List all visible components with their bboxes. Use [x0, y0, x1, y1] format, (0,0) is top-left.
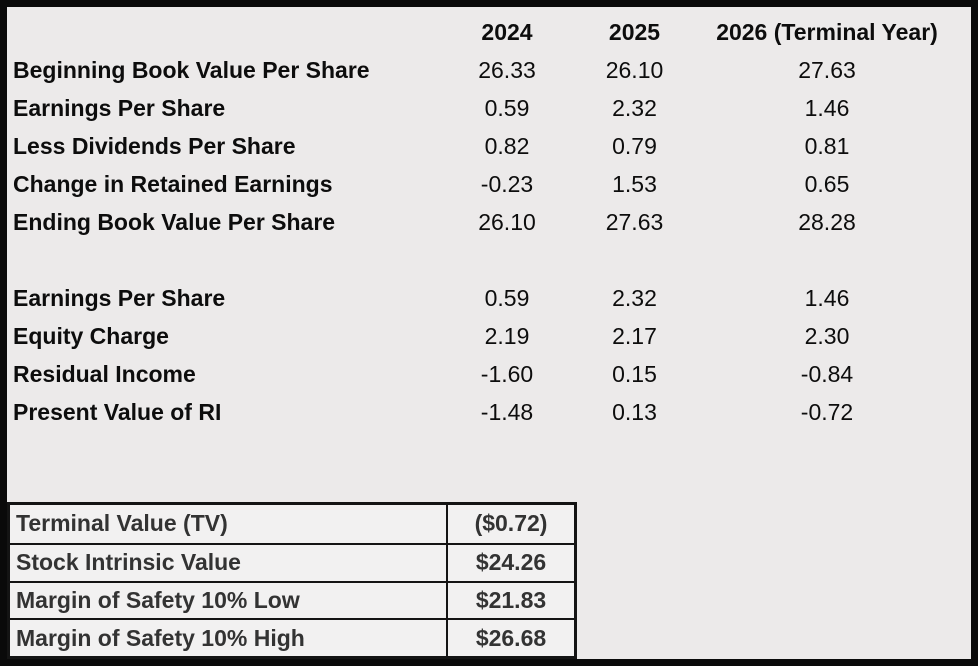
value-cell: 1.46 [804, 95, 850, 121]
value-cell: 0.59 [484, 95, 530, 121]
value-cell: 2.32 [612, 285, 657, 311]
value-cell: 26.10 [478, 209, 536, 235]
row-label-beginning-book-value: Beginning Book Value Per Share [13, 57, 370, 83]
value-cell: 0.82 [484, 133, 530, 159]
value-cell: -0.84 [800, 361, 854, 387]
value-cell: 27.63 [798, 57, 856, 83]
value-cell: 28.28 [798, 209, 856, 235]
value-cell: 2.19 [484, 323, 530, 349]
summary-label-margin-of-safety-low: Margin of Safety 10% Low [10, 580, 446, 619]
value-cell: 0.81 [804, 133, 850, 159]
row-label-residual-income: Residual Income [13, 361, 196, 387]
row-label-earnings-per-share: Earnings Per Share [13, 95, 226, 121]
row-label-ending-book-value: Ending Book Value Per Share [13, 209, 336, 235]
book-value-table: 2024 2025 2026 (Terminal Year) Beginning… [7, 13, 971, 241]
value-cell: 0.15 [612, 361, 657, 387]
row-label-present-value-of-ri: Present Value of RI [13, 399, 222, 425]
value-cell: 27.63 [605, 209, 664, 235]
summary-value-margin-of-safety-high: $26.68 [446, 618, 574, 656]
value-cell: -0.23 [480, 171, 534, 197]
value-cell: 0.13 [612, 399, 657, 425]
summary-label-terminal-value: Terminal Value (TV) [16, 510, 228, 537]
residual-income-table: Earnings Per Share 0.59 2.32 1.46 Equity… [7, 279, 971, 431]
value-cell: 0.79 [612, 133, 657, 159]
value-cell: 26.10 [605, 57, 664, 83]
year-header-2025: 2025 [608, 19, 661, 45]
value-cell: 1.46 [804, 285, 850, 311]
value-cell: 2.32 [612, 95, 657, 121]
value-cell: -1.60 [480, 361, 534, 387]
summary-value-stock-intrinsic-value: $24.26 [446, 542, 574, 581]
corner-cell [7, 13, 442, 51]
summary-label-margin-of-safety-high: Margin of Safety 10% High [10, 618, 446, 656]
value-cell: -0.72 [800, 399, 854, 425]
value-cell: 2.30 [804, 323, 850, 349]
value-cell: 26.33 [478, 57, 536, 83]
value-cell: -1.48 [480, 399, 534, 425]
value-cell: 0.65 [804, 171, 850, 197]
value-cell: 1.53 [612, 171, 657, 197]
row-label-equity-charge: Equity Charge [13, 323, 169, 349]
row-label-change-retained-earnings: Change in Retained Earnings [13, 171, 333, 197]
summary-value-margin-of-safety-low: $21.83 [446, 580, 574, 619]
value-cell: 0.59 [484, 285, 530, 311]
row-label-earnings-per-share-2: Earnings Per Share [13, 285, 226, 311]
row-label-less-dividends: Less Dividends Per Share [13, 133, 296, 159]
summary-table: Terminal Value (TV) ($0.72) Stock Intrin… [7, 502, 577, 659]
year-header-2026-terminal: 2026 (Terminal Year) [716, 19, 938, 45]
year-header-2024: 2024 [481, 19, 533, 45]
value-cell: 2.17 [612, 323, 657, 349]
summary-value-terminal-value: ($0.72) [446, 505, 574, 543]
summary-label-stock-intrinsic-value: Stock Intrinsic Value [10, 542, 446, 581]
